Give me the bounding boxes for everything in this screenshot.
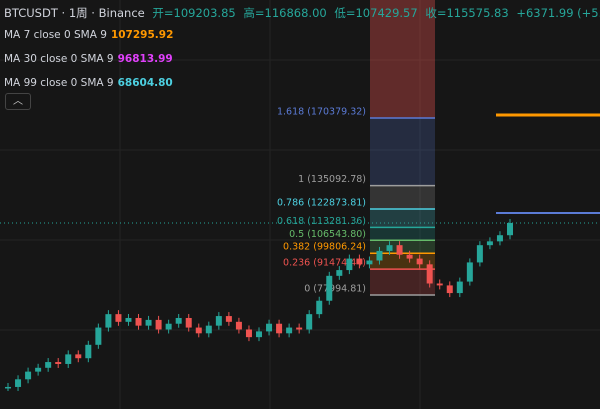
candle [336, 270, 343, 276]
candle [366, 260, 373, 265]
candle [507, 222, 513, 236]
candle [386, 245, 393, 251]
fib-band [370, 269, 435, 295]
candle [316, 300, 323, 315]
candle [466, 262, 473, 282]
candle [436, 283, 443, 286]
fib-label: 0.5 (106543.80) [289, 229, 366, 240]
candle [135, 317, 142, 326]
candle [446, 285, 453, 294]
candle [416, 258, 423, 265]
indicator: MA 30 close 0 SMA 9 96813.99 [4, 53, 173, 65]
candle [15, 379, 22, 387]
candle [276, 323, 283, 334]
fib-label: 0.382 (99806.24) [283, 242, 366, 253]
candle [426, 264, 433, 284]
candle [245, 329, 252, 338]
candle [225, 316, 232, 322]
fib-label: 1 (135092.78) [298, 174, 366, 185]
candle [406, 254, 413, 259]
candle [5, 386, 11, 389]
candle [195, 327, 202, 334]
high: 高=116868.00 [243, 6, 327, 20]
fib-label: 0 (77994.81) [304, 284, 366, 295]
candles [5, 218, 513, 391]
indicator: MA 99 close 0 SMA 9 68604.80 [4, 77, 173, 89]
open: 开=109203.85 [152, 6, 236, 20]
candle [105, 314, 112, 328]
candle [115, 314, 122, 322]
candle [286, 327, 293, 334]
candle [376, 250, 383, 261]
fib-label: 0.618 (113281.36) [277, 216, 366, 227]
candle [296, 327, 303, 330]
fib-band [370, 185, 435, 210]
fib-zone [370, 0, 435, 118]
candle [75, 354, 82, 359]
indicator-value: 107295.92 [110, 29, 174, 41]
candle [205, 325, 212, 334]
candle [396, 245, 403, 255]
candle [85, 344, 92, 359]
candle [215, 316, 222, 326]
candle [65, 354, 72, 364]
candle [185, 317, 192, 328]
candle [456, 281, 463, 294]
candle [45, 362, 52, 368]
candle [266, 323, 273, 332]
candle [476, 245, 483, 263]
candle [25, 371, 32, 380]
fib-band [370, 117, 435, 186]
candle [346, 258, 353, 271]
candle [486, 241, 493, 246]
fib-band [370, 227, 435, 241]
candle [35, 367, 42, 372]
low: 低=107429.57 [334, 6, 418, 20]
fib-band [370, 209, 435, 228]
candle [306, 314, 313, 330]
fib-band [370, 253, 435, 270]
candle [145, 319, 152, 326]
symbol-header: BTCUSDT · 1周 · Binance 开=109203.85 高=116… [4, 5, 600, 21]
fib-label: 0.786 (122873.81) [277, 198, 366, 209]
indicator: MA 7 close 0 SMA 9 107295.92 [4, 29, 173, 41]
candle [165, 323, 172, 330]
candle [235, 321, 242, 330]
fib-label: 1.618 (170379.32) [277, 106, 366, 117]
candle [95, 327, 102, 345]
fib-label: 0.236 (91474.44) [283, 258, 366, 269]
change: +6371.99 (+5.83%) [516, 6, 600, 20]
candle [326, 275, 333, 301]
candle [356, 258, 363, 265]
indicator-label: MA 30 close 0 SMA 9 [4, 53, 114, 65]
indicator-value: 68604.80 [117, 77, 173, 89]
symbol: BTCUSDT · 1周 · Binance [4, 6, 145, 20]
candle [55, 362, 62, 364]
candle [496, 235, 503, 242]
candle [175, 317, 182, 324]
close: 收=115575.83 [425, 6, 509, 20]
candle [155, 319, 162, 330]
candle [125, 317, 132, 322]
collapse-button[interactable]: ︿ [5, 93, 31, 110]
indicator-label: MA 99 close 0 SMA 9 [4, 77, 114, 89]
indicator-value: 96813.99 [117, 53, 173, 65]
indicator-label: MA 7 close 0 SMA 9 [4, 29, 107, 41]
candle [256, 331, 262, 338]
